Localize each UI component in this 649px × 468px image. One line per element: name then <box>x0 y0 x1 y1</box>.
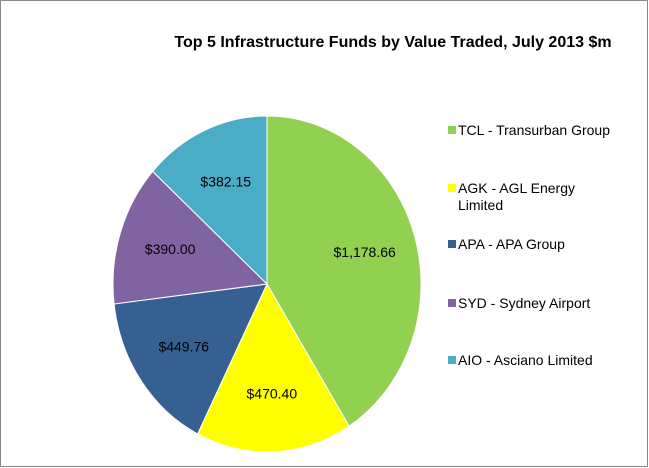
legend-item: AGK - AGL Energy Limited <box>448 180 623 214</box>
data-label: $382.15 <box>200 173 251 189</box>
legend-label: SYD - Sydney Airport <box>458 295 591 311</box>
data-label: $470.40 <box>247 385 298 401</box>
data-label: $449.76 <box>158 338 209 354</box>
pie-slice <box>266 115 422 427</box>
chart-title: Top 5 Infrastructure Funds by Value Trad… <box>174 34 612 51</box>
data-label: $390.00 <box>145 241 196 257</box>
legend-label: APA - APA Group <box>458 236 565 252</box>
pie-slice <box>112 170 269 305</box>
pie-slice <box>113 283 268 435</box>
data-label: $1,178.66 <box>334 244 396 260</box>
legend-swatch <box>448 184 456 192</box>
pie-slice <box>152 115 268 286</box>
legend-swatch <box>448 299 456 307</box>
legend-swatch <box>448 126 456 134</box>
legend-swatch <box>448 356 456 364</box>
legend-item: AIO - Asciano Limited <box>448 352 623 369</box>
pie-slice <box>196 282 350 453</box>
legend-label: AIO - Asciano Limited <box>458 352 593 368</box>
legend-label: AGK - AGL Energy Limited <box>458 180 575 213</box>
legend-item: APA - APA Group <box>448 236 623 253</box>
legend-item: TCL - Transurban Group <box>448 122 623 139</box>
legend-label: TCL - Transurban Group <box>458 122 610 138</box>
legend-item: SYD - Sydney Airport <box>448 295 623 312</box>
legend-swatch <box>448 240 456 248</box>
